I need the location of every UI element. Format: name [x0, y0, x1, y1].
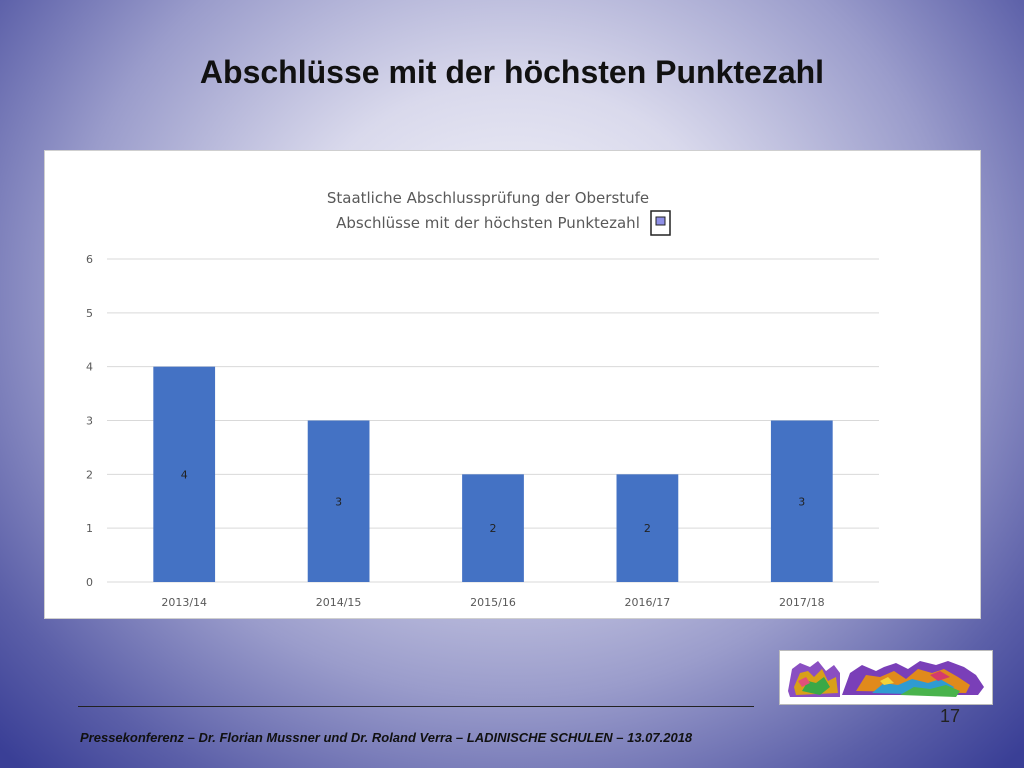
x-tick-label: 2013/14 [161, 596, 207, 609]
data-label: 4 [181, 468, 188, 481]
y-tick-label: 1 [86, 522, 93, 535]
bar [462, 474, 524, 582]
x-tick-label: 2014/15 [316, 596, 362, 609]
bar [616, 474, 679, 582]
slide-title: Abschlüsse mit der höchsten Punktezahl [199, 54, 825, 90]
chart-panel: Staatliche Abschlussprüfung der Oberstuf… [44, 150, 981, 619]
y-tick-label: 0 [86, 576, 93, 589]
mountain-logo-icon [788, 661, 984, 697]
x-tick-label: 2015/16 [470, 596, 516, 609]
bar-chart: Staatliche Abschlussprüfung der Oberstuf… [86, 189, 879, 609]
y-tick-label: 3 [86, 415, 93, 428]
y-tick-label: 2 [86, 468, 93, 481]
y-tick-label: 5 [86, 307, 93, 320]
data-label: 3 [798, 495, 805, 508]
bar [307, 420, 370, 582]
y-tick-label: 6 [86, 253, 93, 266]
page-number: 17 [940, 706, 961, 726]
y-tick-label: 4 [86, 361, 93, 374]
x-tick-label: 2016/17 [625, 596, 671, 609]
bar [153, 366, 216, 582]
data-label: 2 [490, 522, 497, 535]
chart-title-marker-icon [650, 210, 671, 236]
chart-title: Staatliche Abschlussprüfung der Oberstuf… [327, 189, 649, 207]
chart-subtitle: Abschlüsse mit der höchsten Punktezahl [336, 214, 640, 232]
x-tick-label: 2017/18 [779, 596, 825, 609]
footer-divider [78, 706, 754, 707]
data-label: 3 [335, 495, 342, 508]
bar [770, 420, 833, 582]
school-logo [779, 650, 993, 705]
footer-text: Pressekonferenz – Dr. Florian Mussner un… [80, 730, 693, 745]
data-label: 2 [644, 522, 651, 535]
